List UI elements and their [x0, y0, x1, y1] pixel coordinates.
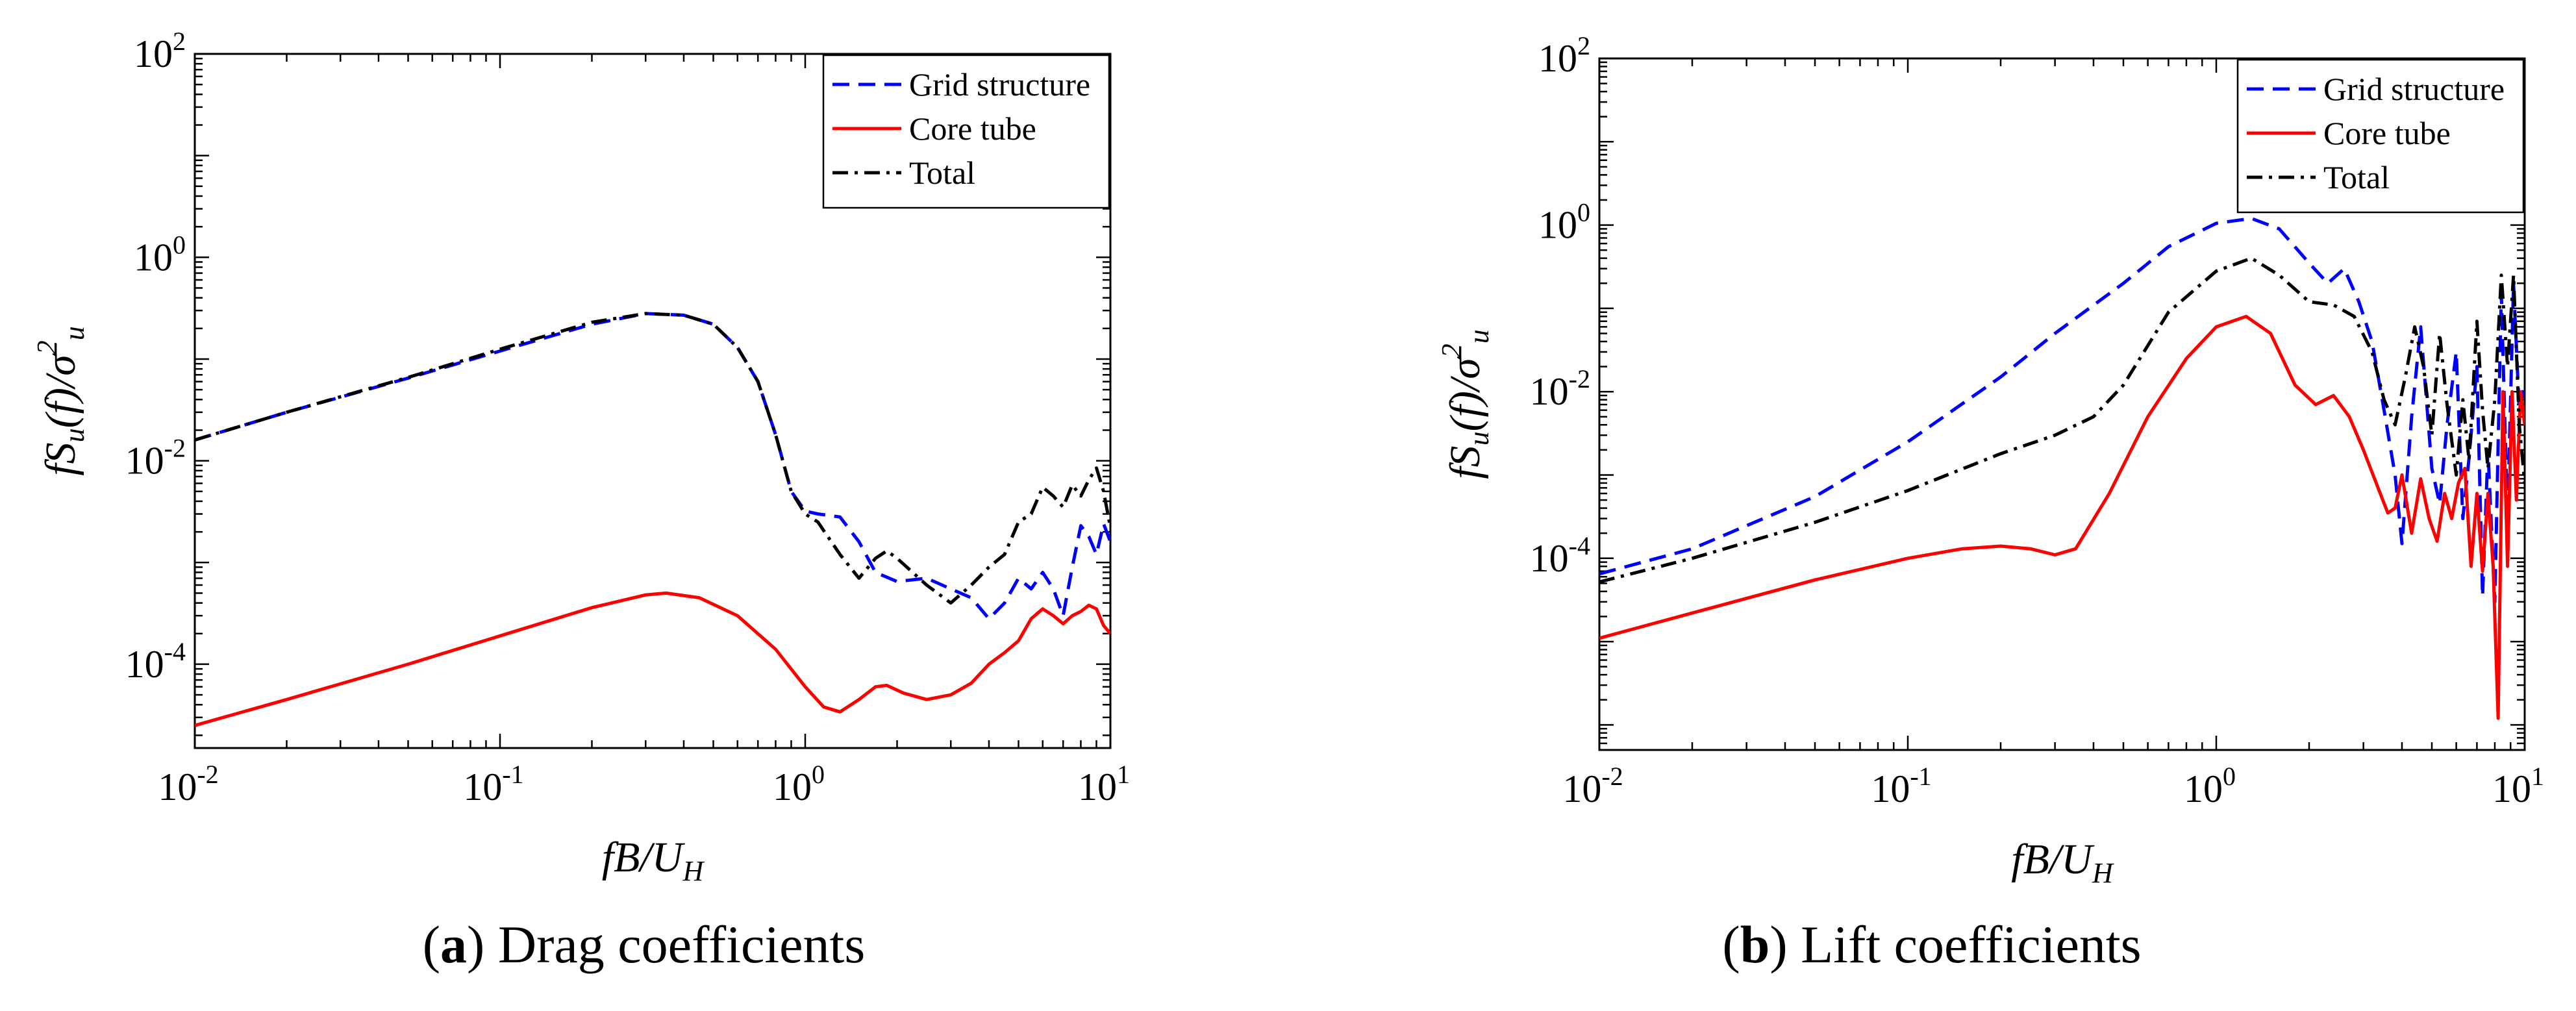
chart-panel-a: 10-2 10-1 100 101 10-4 10-2 100 102 fB/UH fSu(f)/…	[31, 27, 1130, 887]
x-tick-label: 10-1	[463, 760, 523, 808]
legend-label: Grid structure	[909, 66, 1090, 103]
y-tick-label: 10-4	[1530, 531, 1590, 580]
series-line-total	[195, 312, 1110, 605]
x-axis-label: fB/UH	[2011, 836, 2114, 889]
y-tick-label: 102	[1538, 31, 1590, 80]
y-tick-label: 10-4	[125, 637, 186, 686]
legend-box	[2236, 58, 2525, 214]
chart-panel-b: 10-2 10-1 100 101 10-4 10-2 100 102 fB/UH fSu(f)/…	[1436, 31, 2544, 889]
y-tick-label: 100	[134, 230, 186, 279]
legend-box	[822, 54, 1110, 209]
x-tick-label: 10-1	[1871, 762, 1931, 810]
y-axis-label: fSu(f)/σ2u	[1436, 329, 1495, 479]
y-tick-label: 10-2	[1530, 364, 1590, 413]
x-tick-label: 101	[2492, 762, 2544, 810]
x-tick-label: 100	[2184, 762, 2236, 810]
legend-label: Grid structure	[2323, 71, 2505, 107]
legend-label: Core tube	[909, 110, 1036, 147]
y-axis-label: fSu(f)/σ2u	[31, 326, 90, 476]
series-line-core-tube	[195, 591, 1110, 727]
legend: Grid structure Core tube Total	[2236, 58, 2525, 214]
plot-frame	[194, 53, 1112, 749]
caption-a: (a) Drag coefficients	[422, 915, 866, 974]
series-line-grid-structure	[1599, 216, 2525, 604]
legend: Grid structure Core tube Total	[822, 54, 1110, 209]
x-axis-label: fB/UH	[602, 834, 705, 887]
series-line-core-tube	[1599, 314, 2525, 720]
legend-label: Total	[2323, 159, 2390, 195]
x-tick-label: 10-2	[158, 760, 218, 808]
x-tick-label: 101	[1078, 760, 1130, 808]
legend-label: Total	[909, 155, 975, 191]
x-tick-label: 10-2	[1562, 762, 1623, 810]
y-tick-label: 102	[134, 27, 186, 75]
y-tick-label: 100	[1538, 198, 1590, 247]
caption-b: (b) Lift coefficients	[1722, 915, 2142, 974]
series-group	[1599, 216, 2525, 720]
legend-label: Core tube	[2323, 115, 2451, 151]
x-tick-label: 100	[773, 760, 825, 808]
series-group	[195, 312, 1110, 727]
series-line-grid-structure	[195, 312, 1110, 621]
series-line-total	[1599, 256, 2525, 584]
y-tick-label: 10-2	[125, 434, 186, 482]
